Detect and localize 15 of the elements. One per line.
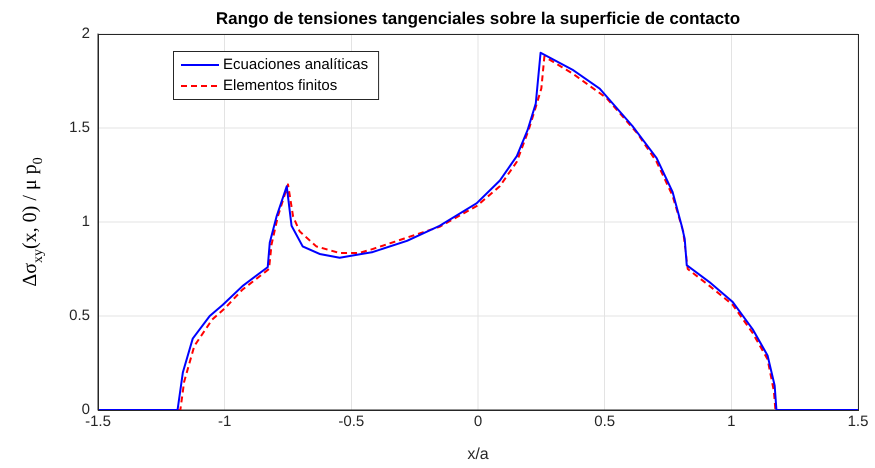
x-tick-label: -0.5 [338, 413, 364, 430]
legend-label: Ecuaciones analíticas [223, 56, 368, 74]
y-tick-label: 0.5 [69, 307, 90, 324]
chart-title: Rango de tensiones tangenciales sobre la superficie de contacto [216, 9, 740, 28]
x-tick-label: 1.5 [848, 413, 868, 430]
x-tick-label: 0 [474, 413, 482, 430]
y-tick-label: 1.5 [69, 119, 90, 136]
x-axis-title: x/a [467, 446, 489, 463]
legend-label: Elementos finitos [223, 77, 338, 94]
x-tick-label: 0.5 [594, 413, 616, 430]
x-tick-label: -1 [218, 413, 232, 430]
x-tick-label: 1 [727, 413, 736, 430]
y-tick-label: 1 [82, 213, 90, 230]
y-axis-title: Δσxy(x, 0) / μ p0 [19, 157, 46, 287]
y-tick-label: 2 [82, 25, 90, 42]
